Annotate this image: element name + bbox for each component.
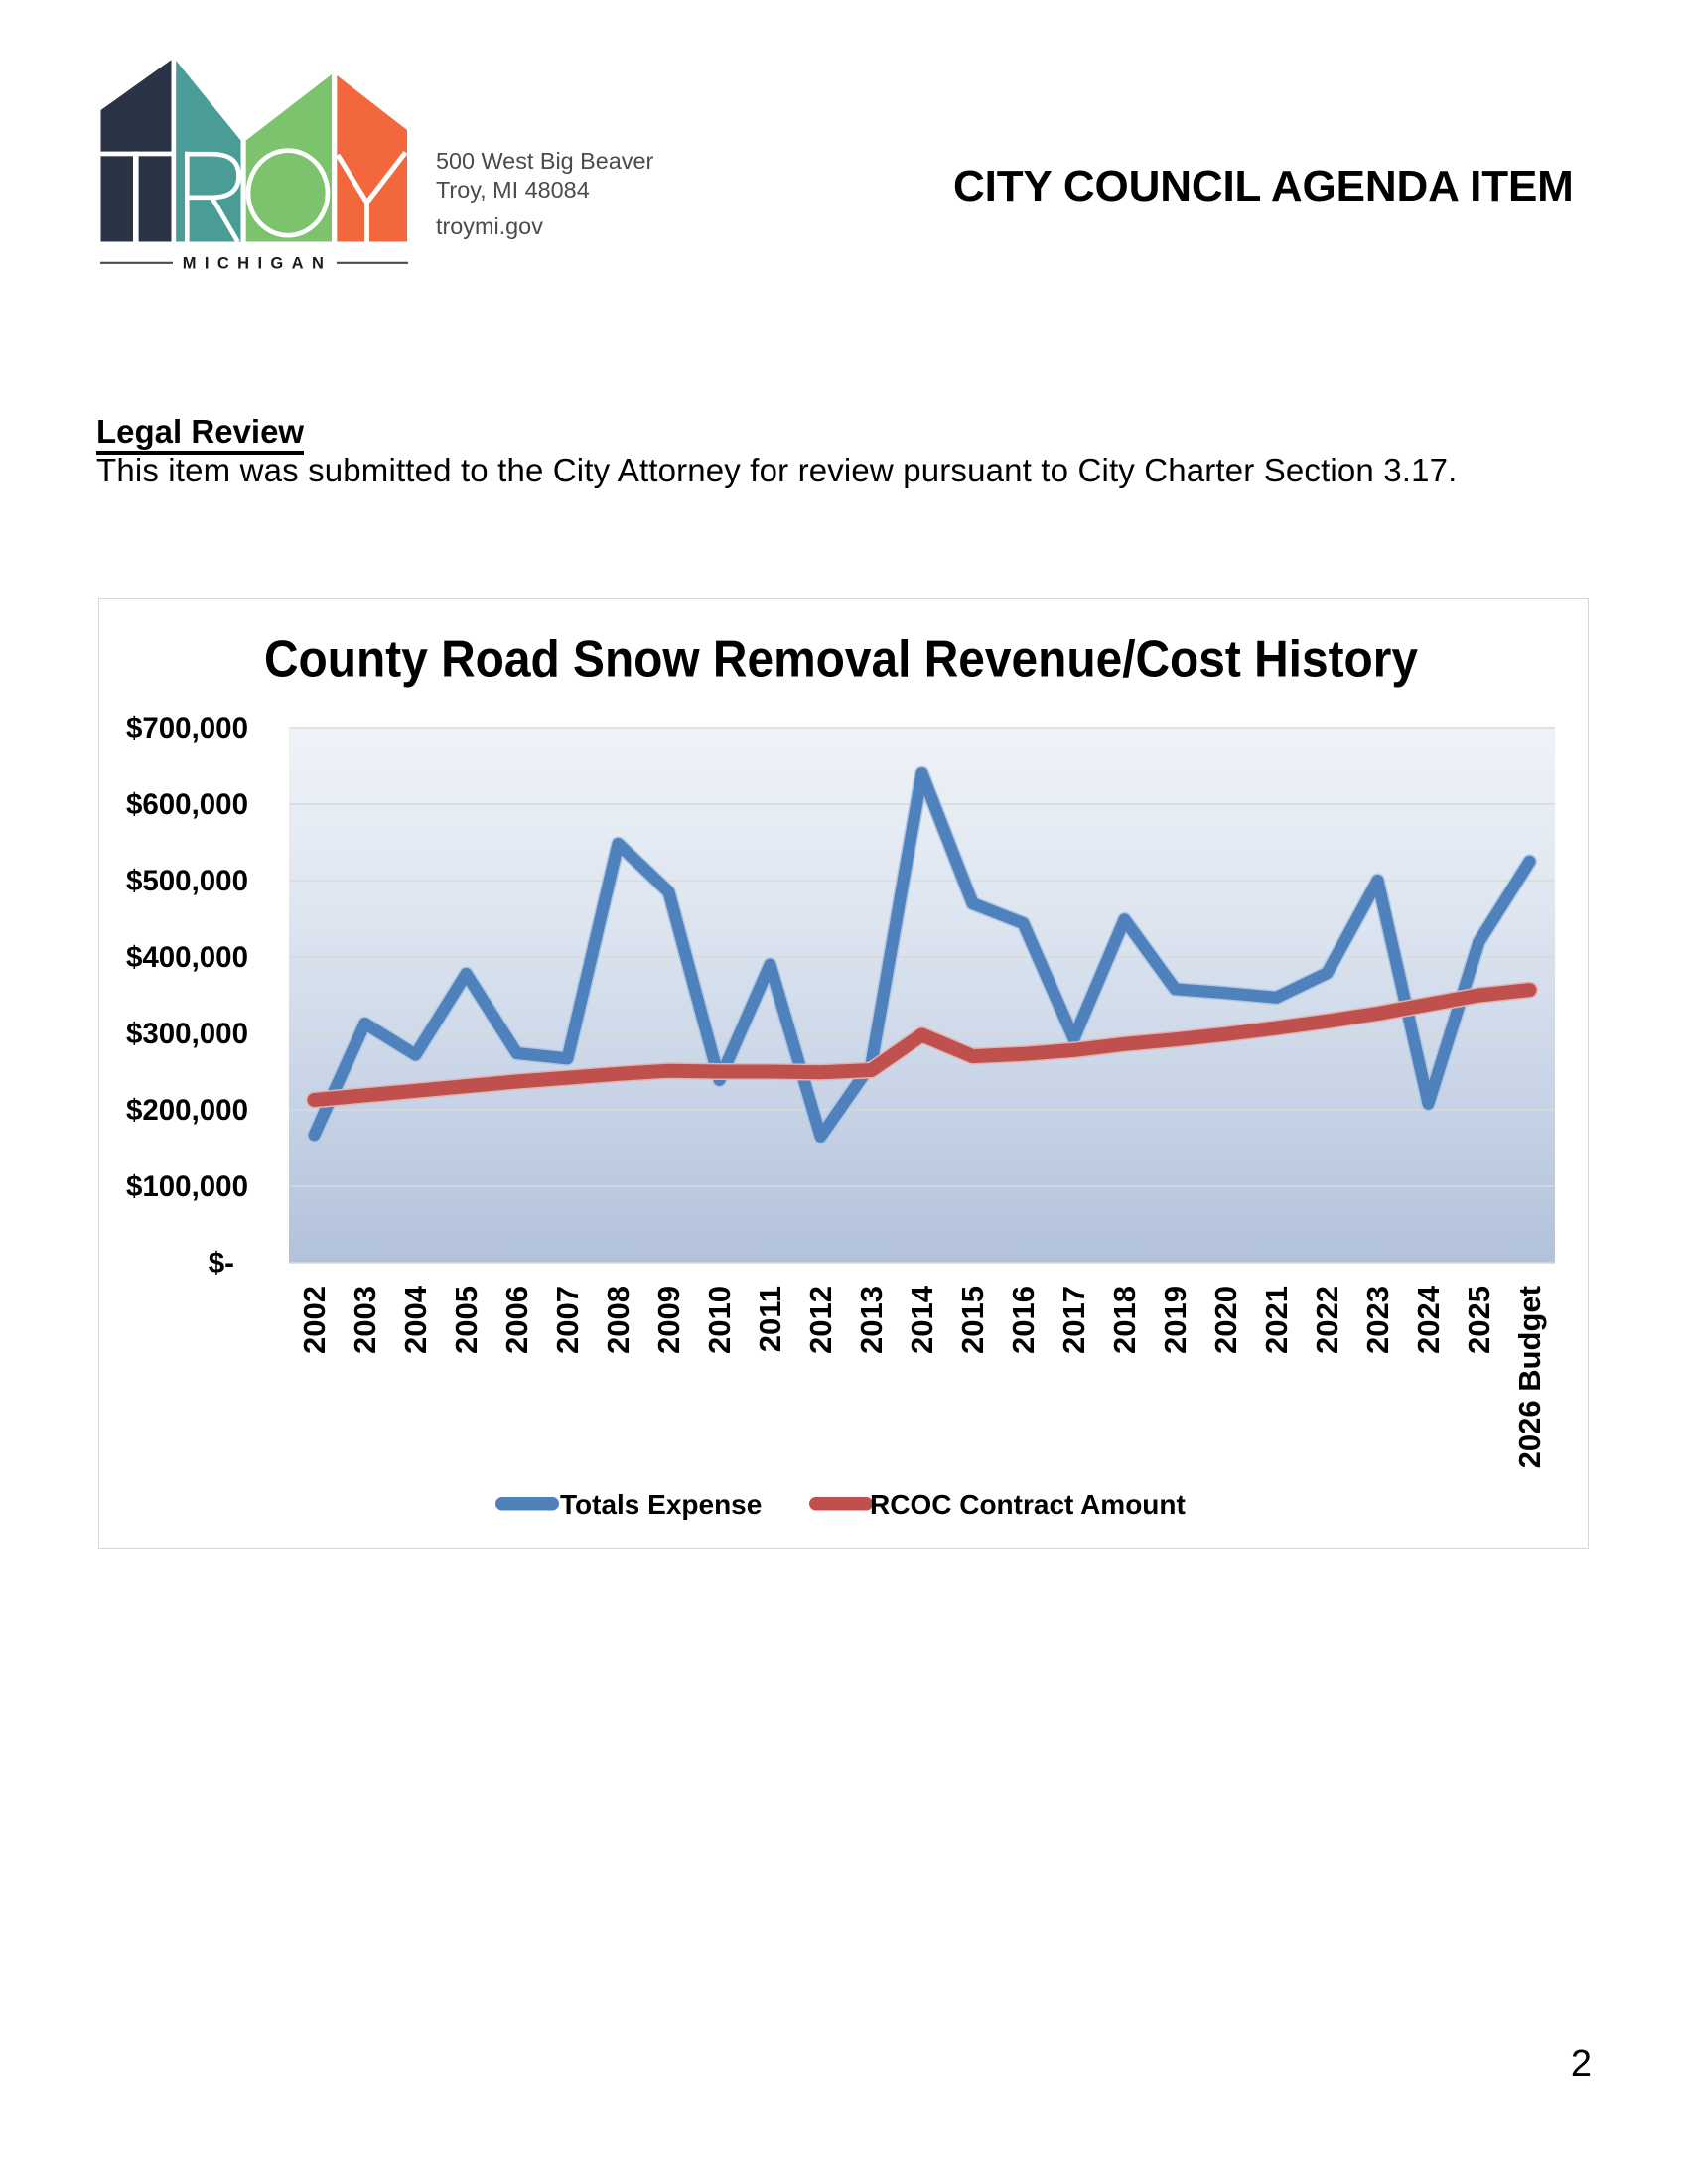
svg-text:2024: 2024 xyxy=(1411,1285,1446,1354)
svg-text:2011: 2011 xyxy=(753,1286,787,1352)
svg-text:2020: 2020 xyxy=(1208,1286,1243,1354)
svg-text:2002: 2002 xyxy=(297,1286,332,1354)
svg-text:$300,000: $300,000 xyxy=(126,1018,248,1050)
svg-text:$700,000: $700,000 xyxy=(126,712,248,745)
svg-text:$-: $- xyxy=(209,1247,234,1280)
svg-text:$200,000: $200,000 xyxy=(126,1094,248,1127)
svg-text:2017: 2017 xyxy=(1056,1286,1091,1354)
svg-text:2006: 2006 xyxy=(499,1286,534,1354)
svg-text:2015: 2015 xyxy=(955,1286,990,1354)
svg-text:County Road Snow Removal Reven: County Road Snow Removal Revenue/Cost Hi… xyxy=(264,631,1418,689)
svg-text:2018: 2018 xyxy=(1107,1286,1142,1354)
svg-text:$100,000: $100,000 xyxy=(126,1170,248,1203)
svg-text:$400,000: $400,000 xyxy=(126,941,248,974)
svg-text:2010: 2010 xyxy=(702,1286,737,1354)
svg-text:2023: 2023 xyxy=(1360,1286,1395,1354)
svg-text:$500,000: $500,000 xyxy=(126,865,248,897)
svg-text:2005: 2005 xyxy=(449,1286,484,1354)
svg-text:2003: 2003 xyxy=(348,1286,382,1354)
svg-text:2007: 2007 xyxy=(550,1286,585,1354)
svg-text:2026 Budget: 2026 Budget xyxy=(1512,1286,1547,1468)
svg-text:2012: 2012 xyxy=(803,1286,838,1354)
svg-text:2025: 2025 xyxy=(1462,1286,1496,1354)
svg-text:$600,000: $600,000 xyxy=(126,788,248,821)
svg-text:2019: 2019 xyxy=(1158,1286,1193,1354)
svg-text:2016: 2016 xyxy=(1006,1286,1041,1354)
svg-text:2014: 2014 xyxy=(905,1285,939,1354)
svg-text:2008: 2008 xyxy=(601,1286,635,1354)
svg-text:2009: 2009 xyxy=(651,1286,686,1354)
svg-text:Totals Expense: Totals Expense xyxy=(560,1489,762,1520)
svg-text:2013: 2013 xyxy=(854,1286,889,1354)
svg-text:2004: 2004 xyxy=(398,1285,433,1354)
svg-text:MICHIGAN: MICHIGAN xyxy=(183,255,333,273)
svg-text:RCOC Contract Amount: RCOC Contract Amount xyxy=(870,1489,1186,1520)
svg-text:2022: 2022 xyxy=(1310,1286,1344,1354)
svg-text:2021: 2021 xyxy=(1259,1286,1294,1354)
